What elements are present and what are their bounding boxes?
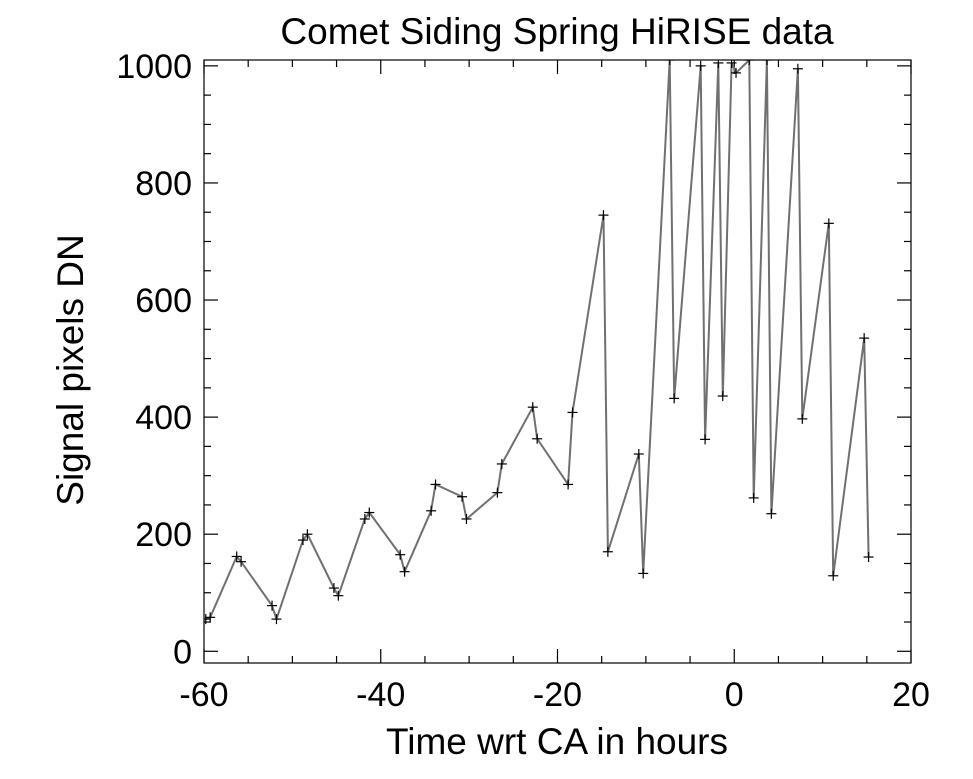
y-tick-label: 200: [135, 516, 192, 554]
data-point-marker: [231, 551, 242, 562]
data-point-marker: [359, 513, 370, 524]
y-tick-label: 400: [135, 399, 192, 437]
y-axis-label: Signal pixels DN: [50, 234, 91, 505]
data-point-marker: [426, 505, 437, 516]
data-point-marker: [726, 60, 737, 68]
data-point-marker: [748, 492, 759, 503]
data-point-marker: [567, 407, 578, 418]
data-point-marker: [717, 391, 728, 402]
data-point-marker: [638, 568, 649, 579]
series-line: [205, 60, 870, 623]
data-point-marker: [328, 583, 339, 594]
data-point-marker: [823, 218, 834, 229]
data-point-marker: [598, 210, 609, 221]
data-point-marker: [399, 566, 410, 577]
data-point-marker: [792, 63, 803, 74]
data-point-marker: [664, 60, 675, 65]
data-point-marker: [863, 552, 874, 563]
data-point-marker: [302, 529, 313, 540]
data-point-marker: [205, 612, 216, 623]
data-point-marker: [457, 491, 468, 502]
data-point-marker: [430, 479, 441, 490]
data-point-marker: [859, 333, 870, 344]
data-point-marker: [236, 556, 247, 567]
x-tick-label: 0: [725, 676, 744, 714]
y-tick-label: 800: [135, 165, 192, 203]
data-point-marker: [532, 433, 543, 444]
data-point-marker: [527, 402, 538, 413]
data-point-marker: [744, 60, 755, 65]
data-point-marker: [669, 393, 680, 404]
plot-frame: [203, 59, 912, 664]
data-point-marker: [271, 614, 282, 625]
data-point-marker: [492, 487, 503, 498]
data-point-marker: [797, 413, 808, 424]
x-tick-label: -20: [533, 676, 582, 714]
data-point-marker: [731, 67, 742, 78]
data-point-marker: [461, 513, 472, 524]
data-point-marker: [700, 434, 711, 445]
data-point-marker: [695, 60, 706, 71]
data-point-marker: [713, 60, 724, 68]
data-point-marker: [602, 546, 613, 557]
data-point-marker: [267, 600, 278, 611]
x-tick-label: 20: [892, 676, 930, 714]
data-point-marker: [633, 448, 644, 459]
chart-title: Comet Siding Spring HiRISE data: [280, 11, 834, 52]
data-point-marker: [204, 614, 211, 625]
x-axis-label: Time wrt CA in hours: [386, 721, 728, 762]
x-tick-label: -40: [356, 676, 405, 714]
data-point-marker: [364, 507, 375, 518]
data-point-marker: [496, 458, 507, 469]
data-point-marker: [828, 570, 839, 581]
y-tick-label: 600: [135, 282, 192, 320]
y-tick-label: 0: [173, 633, 192, 671]
axis-ticks: [203, 60, 912, 663]
data-point-marker: [297, 535, 308, 546]
x-tick-label: -60: [179, 676, 228, 714]
data-point-marker: [761, 60, 772, 65]
series-group: [204, 60, 874, 625]
y-tick-label: 1000: [116, 48, 192, 86]
data-point-marker: [766, 508, 777, 519]
data-point-marker: [333, 590, 344, 601]
data-point-marker: [395, 549, 406, 560]
data-point-marker: [563, 479, 574, 490]
